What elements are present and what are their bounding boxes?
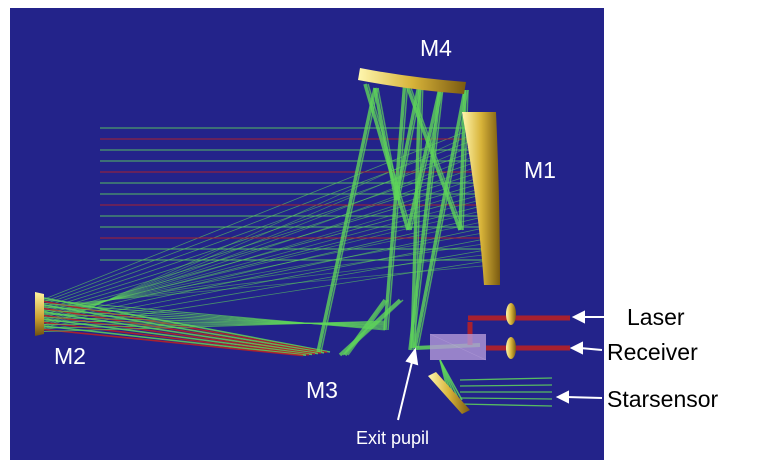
label-m1: M1: [524, 157, 556, 183]
diagram: M4 M1 M2 M3 Exit pupil Laser Receiver St…: [0, 0, 766, 475]
laser-lens: [506, 303, 516, 325]
page: M4 M1 M2 M3 Exit pupil Laser Receiver St…: [0, 0, 766, 475]
receiver-lens: [506, 337, 516, 359]
label-m3: M3: [306, 377, 338, 403]
label-starsensor: Starsensor: [607, 386, 719, 412]
label-receiver: Receiver: [607, 339, 698, 365]
beam-splitter: [430, 334, 486, 360]
label-exit-pupil: Exit pupil: [356, 428, 429, 448]
label-laser: Laser: [627, 304, 685, 330]
mirror-m2: [35, 292, 44, 336]
label-m2: M2: [54, 343, 86, 369]
arrow: [566, 397, 602, 398]
label-m4: M4: [420, 35, 452, 61]
